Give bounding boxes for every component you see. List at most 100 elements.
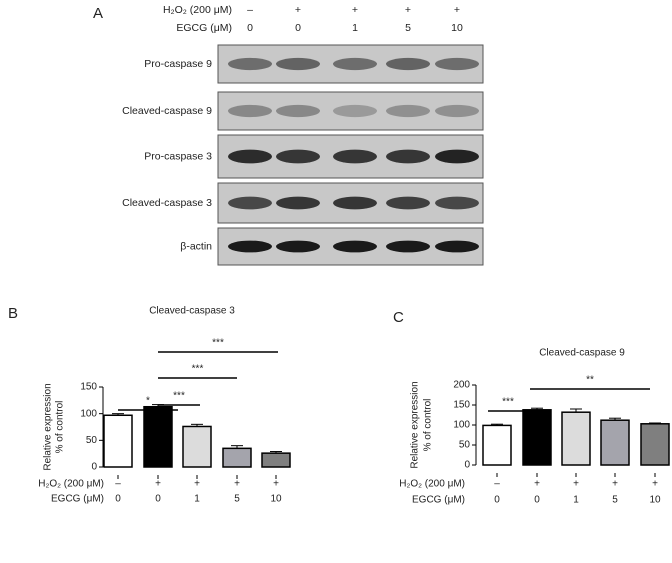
blot-band xyxy=(276,57,320,71)
x-tick-label: 5 xyxy=(234,494,240,505)
x-tick-label: + xyxy=(234,479,240,490)
blot-band xyxy=(228,104,272,118)
blot-band xyxy=(228,240,272,253)
x-tick-label: + xyxy=(155,479,161,490)
y-tick-label: 150 xyxy=(80,382,97,393)
blot-band xyxy=(386,240,430,253)
blot-band xyxy=(333,196,377,210)
bar xyxy=(182,425,212,468)
significance-label: *** xyxy=(173,391,185,402)
x-tick-label: 5 xyxy=(612,495,618,506)
significance-label: * xyxy=(146,396,150,407)
bar xyxy=(261,452,291,468)
treatment-value: 10 xyxy=(451,22,463,34)
bar xyxy=(640,423,670,466)
band-label: Cleaved-caspase 9 xyxy=(122,105,212,117)
bar xyxy=(143,405,173,468)
x-row-label: H₂O₂ (200 μM) xyxy=(399,479,465,490)
x-tick-label: + xyxy=(194,479,200,490)
panel-label: B xyxy=(8,305,18,322)
chart-title: Cleaved-caspase 9 xyxy=(539,348,625,359)
blot-band xyxy=(276,196,320,210)
y-tick-label: 150 xyxy=(453,400,470,411)
blot-band xyxy=(386,149,430,164)
blot-band xyxy=(276,240,320,253)
treatment-value: 0 xyxy=(295,22,301,34)
panel-label: A xyxy=(93,5,103,22)
x-row-label: EGCG (μM) xyxy=(412,495,465,506)
y-tick-label: 0 xyxy=(464,460,470,471)
bar xyxy=(103,414,133,468)
blot-band xyxy=(333,240,377,253)
blot-band xyxy=(386,57,430,71)
treatment-value: 1 xyxy=(352,22,358,34)
y-axis-label: % of control xyxy=(423,399,434,452)
blot-strip xyxy=(217,91,484,131)
blot-band xyxy=(435,196,479,210)
x-tick-label: + xyxy=(612,479,618,490)
blot-band xyxy=(228,196,272,210)
significance-label: *** xyxy=(212,338,224,349)
bar xyxy=(600,419,630,466)
treatment-label: H₂O₂ (200 μM) xyxy=(163,4,232,16)
significance-label: *** xyxy=(192,364,204,375)
blot-band xyxy=(435,104,479,118)
x-tick-label: + xyxy=(652,479,658,490)
blot-band xyxy=(386,104,430,118)
blot-band xyxy=(333,57,377,71)
x-tick-label: 1 xyxy=(573,495,579,506)
y-axis-label: Relative expression xyxy=(43,383,54,470)
x-row-label: EGCG (μM) xyxy=(51,494,104,505)
x-tick-label: 1 xyxy=(194,494,200,505)
x-tick-label: – xyxy=(115,479,121,490)
treatment-value: + xyxy=(352,4,358,16)
y-tick-label: 50 xyxy=(86,435,98,446)
y-tick-label: 200 xyxy=(453,380,470,391)
blot-band xyxy=(435,57,479,71)
treatment-value: – xyxy=(247,4,253,16)
x-tick-label: 0 xyxy=(494,495,500,506)
bar xyxy=(561,411,591,466)
x-tick-label: + xyxy=(534,479,540,490)
treatment-value: 5 xyxy=(405,22,411,34)
blot-band xyxy=(228,149,272,164)
x-tick-label: 0 xyxy=(534,495,540,506)
blot-band xyxy=(228,57,272,71)
y-tick-label: 100 xyxy=(453,420,470,431)
blot-band xyxy=(386,196,430,210)
blot-band xyxy=(276,104,320,118)
y-axis-label: % of control xyxy=(55,401,66,454)
chart-title: Cleaved-caspase 3 xyxy=(149,306,235,317)
y-tick-label: 0 xyxy=(91,462,97,473)
band-label: Pro-caspase 9 xyxy=(144,58,212,70)
x-tick-label: – xyxy=(494,479,500,490)
x-tick-label: + xyxy=(273,479,279,490)
band-label: Cleaved-caspase 3 xyxy=(122,197,212,209)
y-tick-label: 100 xyxy=(80,408,97,419)
y-axis-label: Relative expression xyxy=(410,381,421,468)
treatment-value: + xyxy=(454,4,460,16)
x-tick-label: 10 xyxy=(649,495,661,506)
x-tick-label: 0 xyxy=(115,494,121,505)
significance-label: ** xyxy=(586,375,594,386)
treatment-value: 0 xyxy=(247,22,253,34)
treatment-label: EGCG (μM) xyxy=(176,22,232,34)
blot-band xyxy=(435,240,479,253)
x-tick-label: 10 xyxy=(270,494,282,505)
blot-band xyxy=(333,104,377,118)
bar xyxy=(522,409,552,466)
treatment-value: + xyxy=(405,4,411,16)
band-label: β-actin xyxy=(180,240,212,252)
x-row-label: H₂O₂ (200 μM) xyxy=(38,479,104,490)
significance-label: *** xyxy=(502,397,514,408)
bar xyxy=(482,424,512,466)
band-label: Pro-caspase 3 xyxy=(144,150,212,162)
bar xyxy=(222,447,252,468)
x-tick-label: 0 xyxy=(155,494,161,505)
treatment-value: + xyxy=(295,4,301,16)
y-tick-label: 50 xyxy=(459,440,471,451)
blot-band xyxy=(435,149,479,164)
x-tick-label: + xyxy=(573,479,579,490)
blot-band xyxy=(276,149,320,164)
